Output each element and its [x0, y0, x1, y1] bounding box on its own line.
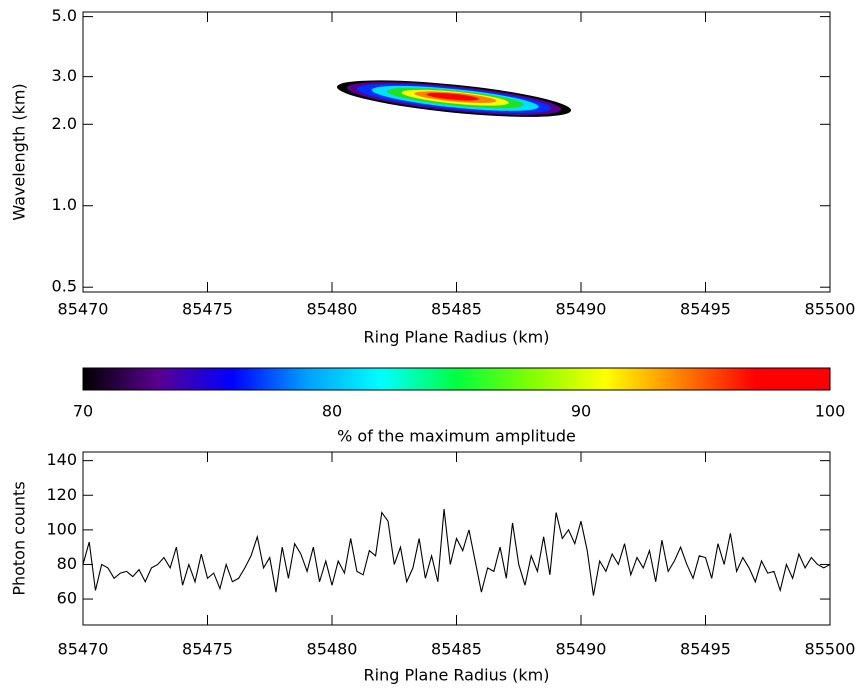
x-tick-label: 85480: [307, 300, 358, 319]
y-tick-label: 100: [46, 519, 77, 538]
x-tick-label: 85475: [182, 300, 233, 319]
colorbar: [82, 367, 831, 391]
x-tick-label: 70: [73, 402, 93, 421]
x-tick-label: 80: [322, 402, 342, 421]
plot-frame: [82, 11, 831, 293]
y-axis-label: Photon counts: [10, 481, 29, 595]
x-tick-label: 85485: [431, 300, 482, 319]
x-tick-label: 85490: [556, 300, 607, 319]
x-tick-label: 90: [571, 402, 591, 421]
x-axis-label: Ring Plane Radius (km): [364, 328, 550, 347]
y-tick-label: 0.5: [52, 277, 77, 296]
contour-level: [426, 92, 479, 101]
y-tick-label: 3.0: [52, 66, 77, 85]
y-tick-label: 5.0: [52, 6, 77, 25]
x-tick-label: 85470: [58, 300, 109, 319]
x-tick-label: 85500: [805, 640, 856, 659]
x-tick-label: 85475: [182, 640, 233, 659]
y-tick-label: 140: [46, 450, 77, 469]
y-tick-label: 80: [57, 554, 77, 573]
y-tick-label: 2.0: [52, 114, 77, 133]
x-tick-label: 85480: [307, 640, 358, 659]
x-tick-label: 100: [815, 402, 846, 421]
x-axis-label: Ring Plane Radius (km): [364, 666, 550, 685]
x-tick-label: 85500: [805, 300, 856, 319]
y-tick-label: 120: [46, 485, 77, 504]
plot-frame: [82, 451, 831, 626]
x-tick-label: 85495: [680, 640, 731, 659]
x-tick-label: 85485: [431, 640, 482, 659]
data-line: [82, 509, 831, 596]
x-tick-label: 85490: [556, 640, 607, 659]
y-tick-label: 60: [57, 589, 77, 608]
x-axis-label: % of the maximum amplitude: [337, 427, 576, 446]
x-tick-label: 85495: [680, 300, 731, 319]
x-tick-label: 85470: [58, 640, 109, 659]
y-tick-label: 1.0: [52, 195, 77, 214]
y-axis-label: Wavelength (km): [10, 83, 29, 220]
